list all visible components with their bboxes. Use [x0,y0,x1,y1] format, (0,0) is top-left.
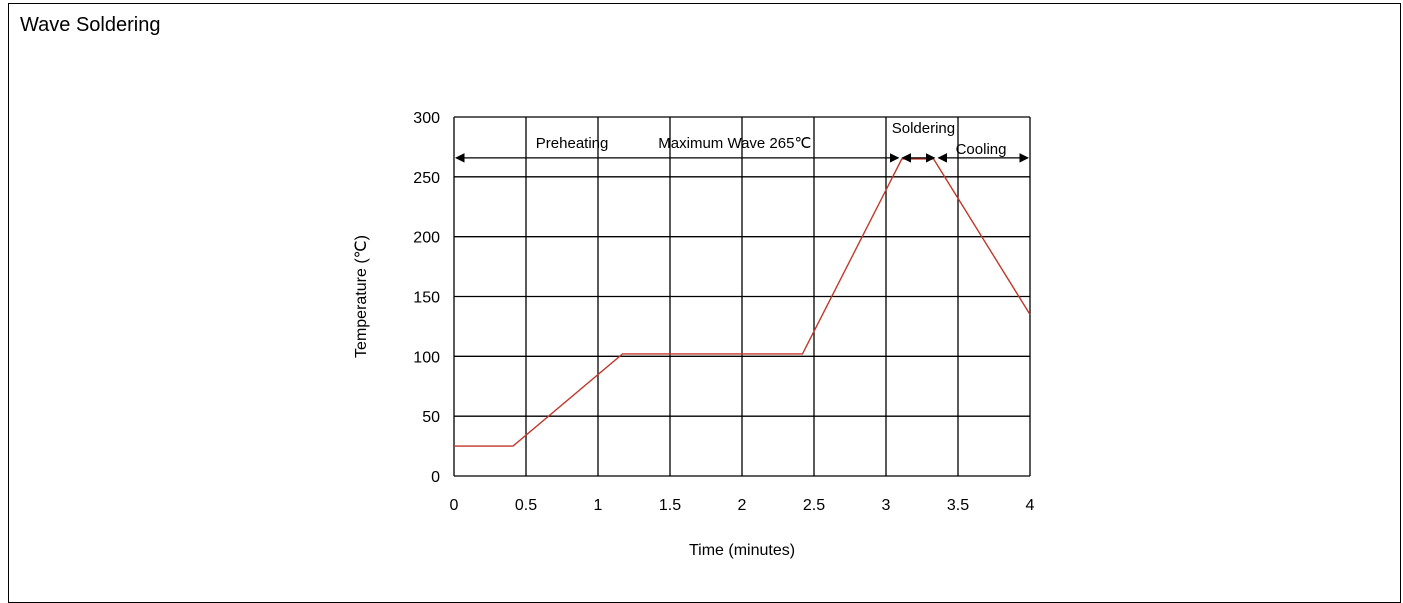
y-tick-label: 250 [413,170,440,187]
x-tick-label: 2 [738,497,747,514]
cooling-label: Cooling [956,141,1007,158]
tick-labels: 0 0.5 1 1.5 2 2.5 3 3.5 4 0 50 100 150 200 250 300 [413,110,1034,514]
annotations: Preheating Maximum Wave 265℃ SolderingCool… [455,120,1029,163]
x-tick-label: 1.5 [659,497,681,514]
x-tick-label: 3.5 [947,497,969,514]
soldering-label: Soldering [892,120,955,137]
x-tick-label: 2.5 [803,497,825,514]
x-tick-label: 0.5 [515,497,537,514]
preheating-label: Preheating [536,135,609,152]
page-title: Wave Soldering [20,14,161,36]
y-tick-label: 150 [413,290,440,307]
x-tick-label: 3 [882,497,891,514]
y-tick-label: 50 [422,409,440,426]
x-tick-label: 0 [450,497,459,514]
grid [453,116,1031,477]
y-tick-label: 300 [413,110,440,127]
x-tick-label: 4 [1026,497,1035,514]
figure-frame [8,3,1401,603]
x-tick-label: 1 [594,497,603,514]
max-wave-label: Maximum Wave 265℃ [658,135,811,152]
y-axis-label: Temperature (℃) [353,235,370,358]
x-axis-label: Time (minutes) [689,542,795,559]
y-tick-label: 200 [413,230,440,247]
y-tick-label: 100 [413,349,440,366]
y-tick-label: 0 [431,469,440,486]
